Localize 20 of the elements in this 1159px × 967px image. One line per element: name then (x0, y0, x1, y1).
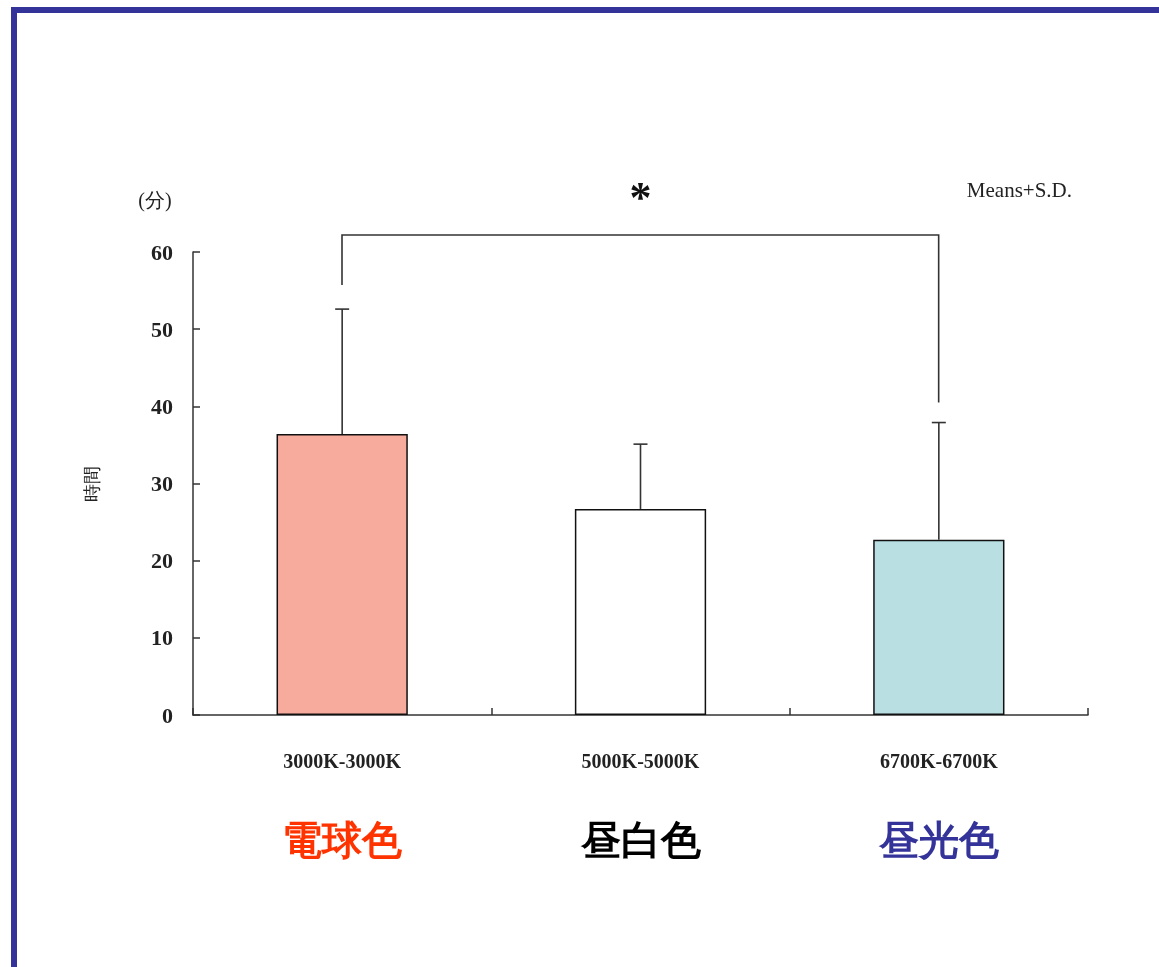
text: 昼白色 (579, 818, 701, 862)
x-tick-label: 3000K-3000K (283, 750, 402, 772)
y-axis-title: 時間 (82, 465, 102, 502)
bar (574, 508, 707, 715)
y-tick-label: 50 (151, 316, 173, 342)
y-tick-label: 30 (151, 471, 173, 496)
text: (分) (138, 189, 172, 212)
y-tick-label: 40 (151, 393, 173, 419)
text: * (629, 172, 652, 222)
x-tick-label: 6700K-6700K (879, 750, 999, 772)
x-tick-label: 5000K-5000K (581, 750, 700, 772)
y-tick-label: 0 (162, 702, 173, 728)
text: 電球色 (282, 818, 403, 862)
text: Means+S.D. (966, 178, 1072, 202)
y-tick-label: 60 (151, 239, 173, 265)
bar (873, 539, 1005, 715)
bar (276, 434, 408, 715)
y-tick-label: 20 (151, 548, 173, 574)
y-tick-label: 10 (151, 625, 173, 651)
text: 昼光色 (877, 818, 999, 862)
